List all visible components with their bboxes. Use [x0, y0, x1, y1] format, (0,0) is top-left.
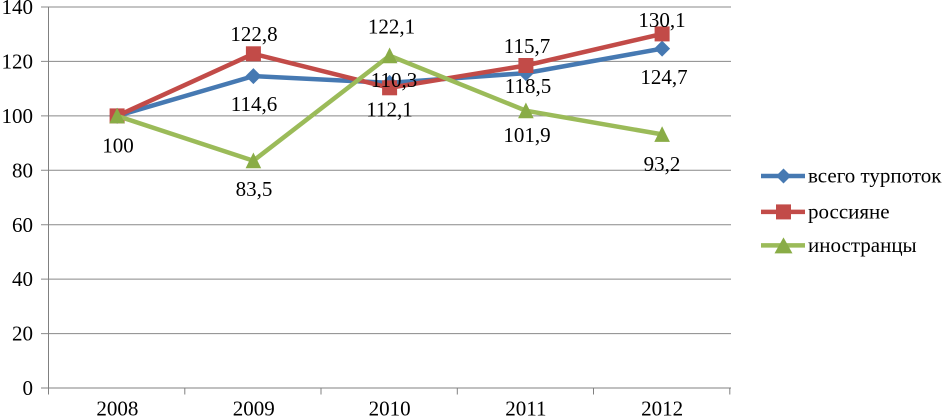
svg-text:93,2: 93,2	[644, 152, 681, 176]
svg-text:всего турпоток: всего турпоток	[808, 164, 942, 188]
svg-text:2008: 2008	[96, 397, 138, 419]
svg-text:100: 100	[2, 104, 34, 128]
svg-text:110,3: 110,3	[371, 68, 417, 92]
svg-text:124,7: 124,7	[640, 65, 687, 89]
svg-text:2012: 2012	[641, 397, 683, 419]
svg-text:2011: 2011	[505, 397, 546, 419]
svg-text:114,6: 114,6	[231, 92, 277, 116]
svg-text:115,7: 115,7	[504, 34, 550, 58]
svg-text:83,5: 83,5	[236, 177, 273, 201]
svg-text:112,1: 112,1	[366, 98, 412, 122]
svg-text:2010: 2010	[369, 397, 411, 419]
svg-text:100: 100	[102, 134, 134, 158]
svg-text:иностранцы: иностранцы	[808, 233, 917, 257]
svg-text:130,1: 130,1	[638, 8, 685, 32]
svg-text:0: 0	[23, 376, 34, 400]
svg-text:120: 120	[2, 50, 34, 74]
svg-text:122,8: 122,8	[230, 22, 277, 46]
svg-text:2009: 2009	[233, 397, 275, 419]
svg-text:101,9: 101,9	[503, 123, 550, 147]
svg-text:140: 140	[2, 0, 34, 19]
svg-text:118,5: 118,5	[505, 74, 551, 98]
svg-text:20: 20	[12, 322, 33, 346]
svg-text:80: 80	[12, 158, 33, 182]
svg-text:122,1: 122,1	[368, 15, 415, 39]
svg-text:60: 60	[12, 213, 33, 237]
svg-text:40: 40	[12, 267, 33, 291]
svg-text:россияне: россияне	[808, 199, 890, 223]
